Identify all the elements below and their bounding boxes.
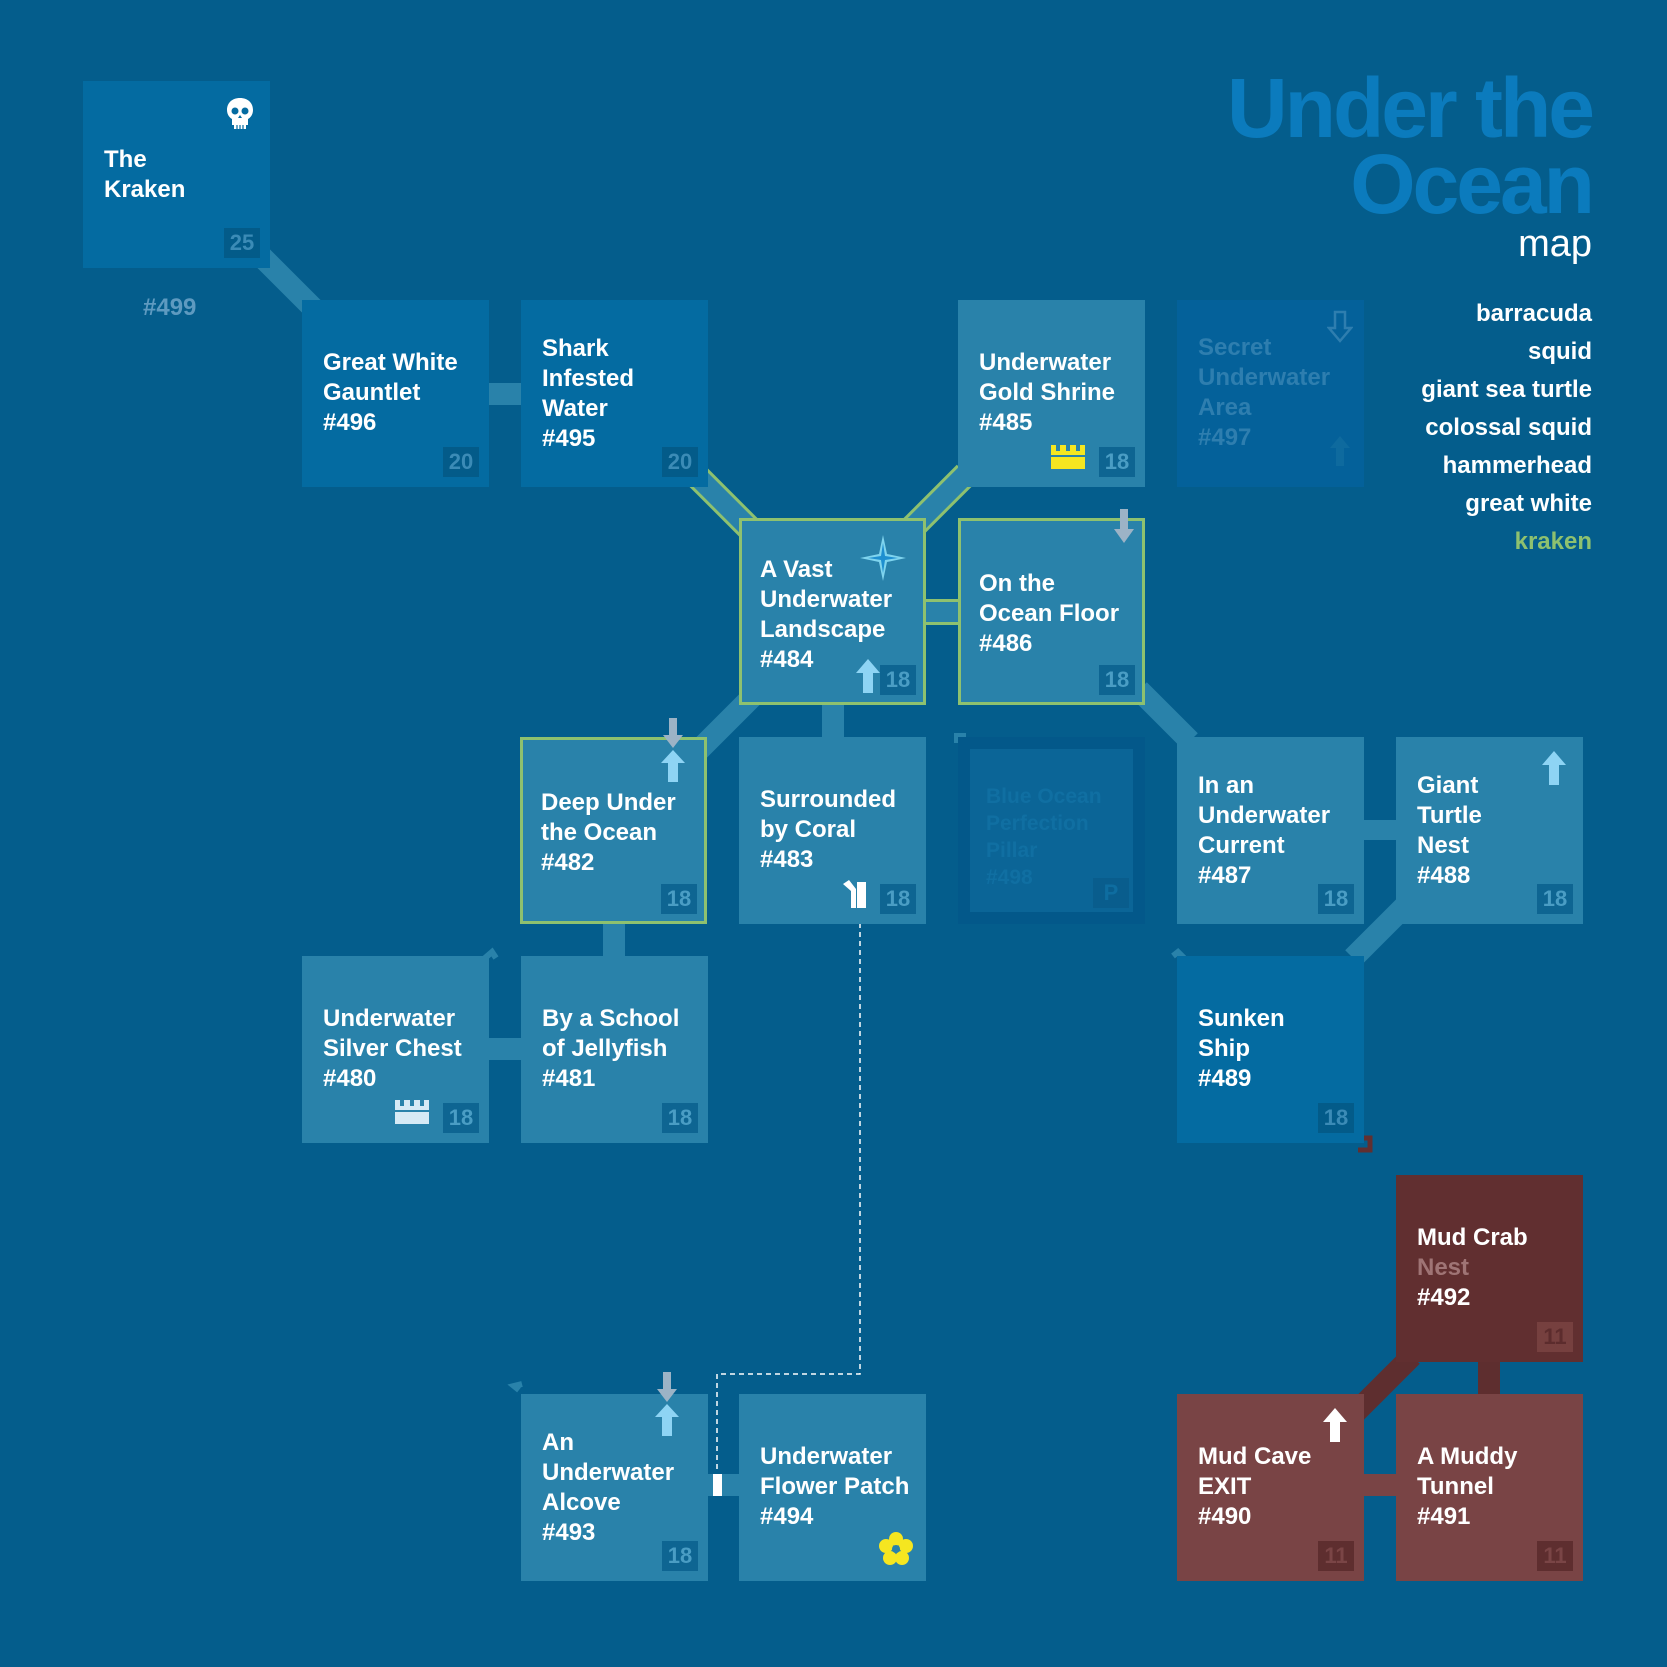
arrow-up-icon [1330,436,1350,466]
room-name: A Vast Underwater Landscape #484 [760,556,893,673]
arrow-down-icon [657,1372,677,1402]
room-name: Underwater Silver Chest #480 [323,1005,462,1092]
room-level: 18 [880,665,916,695]
silver-chest-icon [395,1100,429,1124]
legend-item-giant-sea-turtle: giant sea turtle [1421,376,1592,403]
room-name: On the Ocean Floor #486 [979,570,1120,657]
room-name: Sunken Ship #489 [1198,1005,1285,1092]
room-name: Deep Under the Ocean #482 [541,789,676,876]
arrow-up-icon [655,1404,679,1436]
legend: barracuda squid giant sea turtle colossa… [1421,295,1592,561]
room-480[interactable]: Underwater Silver Chest #480 18 [302,956,489,1143]
arrow-up-icon [1542,751,1566,785]
room-level: 20 [662,447,698,477]
room-name: The Kraken [104,146,186,203]
room-name: Underwater Gold Shrine #485 [979,349,1116,436]
room-483[interactable]: Surrounded by Coral #483 18 [739,737,926,924]
room-level: 25 [224,228,260,258]
room-level: 18 [662,1103,698,1133]
room-499[interactable]: The Kraken 25 [83,81,270,268]
room-name: An Underwater Alcove #493 [542,1429,675,1546]
legend-item-barracuda: barracuda [1475,300,1592,327]
room-489[interactable]: Sunken Ship #489 18 [1177,956,1364,1143]
link-492-490 [1348,1348,1420,1420]
corner-exit-498 [954,733,966,743]
arrow-up-icon [856,659,880,693]
room-level: 18 [1318,1103,1354,1133]
corner-exit-489-bottom [1358,1135,1373,1153]
room-name: In an Underwater Current #487 [1198,772,1331,889]
floor-number-499: #499 [143,294,197,321]
room-491[interactable]: A Muddy Tunnel #491 11 [1396,1394,1583,1581]
room-level: 18 [1537,884,1573,914]
arrow-down-icon [663,718,683,748]
legend-item-squid: squid [1528,338,1592,365]
room-name: Mud Crab Nest #492 [1417,1224,1528,1311]
secret-door-icon [843,880,866,908]
arrow-up-icon [1323,1408,1347,1442]
legend-item-kraken: kraken [1514,528,1592,555]
legend-item-great-white: great white [1465,490,1592,517]
room-name: Surrounded by Coral #483 [760,786,896,873]
room-level: 11 [1537,1322,1573,1352]
arrow-up-icon [661,750,685,782]
corner-exit-493 [507,1381,523,1393]
secret-door-494 [713,1474,722,1496]
room-487[interactable]: In an Underwater Current #487 18 [1177,737,1364,924]
link-486-487 [1131,682,1198,749]
room-level: 18 [443,1103,479,1133]
room-498[interactable]: Blue Ocean Perfection Pillar #498 P [958,737,1145,924]
room-level: 11 [1537,1541,1573,1571]
room-level: 18 [1099,447,1135,477]
legend-item-colossal-squid: colossal squid [1425,414,1592,441]
room-level: P [1093,878,1129,908]
room-name: Shark Infested Water #495 [542,335,635,452]
room-name: By a School of Jellyfish #481 [542,1005,680,1092]
room-482[interactable]: Deep Under the Ocean #482 18 [520,718,707,924]
room-497[interactable]: Secret Underwater Area #497 [1177,300,1364,487]
room-level: 18 [661,884,697,914]
room-name: Mud Cave EXIT #490 [1198,1443,1312,1530]
room-488[interactable]: Giant Turtle Nest #488 18 [1396,737,1583,924]
compass-star-icon [860,535,906,581]
room-486[interactable]: On the Ocean Floor #486 18 [958,509,1145,705]
room-493[interactable]: An Underwater Alcove #493 18 [521,1372,708,1581]
room-494[interactable]: Underwater Flower Patch #494 [739,1394,926,1581]
room-name: Underwater Flower Patch #494 [760,1443,910,1530]
room-name: A Muddy Tunnel #491 [1417,1443,1518,1530]
room-490[interactable]: Mud Cave EXIT #490 11 [1177,1394,1364,1581]
room-level: 18 [1318,884,1354,914]
room-484[interactable]: A Vast Underwater Landscape #484 18 [739,518,926,705]
room-492[interactable]: Mud Crab Nest #492 11 [1396,1175,1583,1362]
room-name: Giant Turtle Nest #488 [1417,772,1482,889]
gold-chest-icon [1051,445,1085,469]
flower-icon [879,1532,913,1565]
room-level: 20 [443,447,479,477]
room-481[interactable]: By a School of Jellyfish #481 18 [521,956,708,1143]
room-495[interactable]: Shark Infested Water #495 20 [521,300,708,487]
room-level: 18 [1099,665,1135,695]
room-level: 18 [880,884,916,914]
secret-path-483-494 [716,905,861,1470]
title-line-2: Ocean [1350,137,1595,231]
legend-item-hammerhead: hammerhead [1442,452,1592,479]
room-name: Blue Ocean Perfection Pillar #498 [986,785,1102,889]
room-level: 11 [1318,1541,1354,1571]
room-level: 18 [662,1541,698,1571]
title-line-1: Under the [1226,61,1595,155]
skull-icon [227,98,253,129]
room-name: Great White Gauntlet #496 [323,349,458,436]
room-496[interactable]: Great White Gauntlet #496 20 [302,300,489,487]
arrow-down-outline-icon [1327,310,1353,343]
room-485[interactable]: Underwater Gold Shrine #485 18 [958,300,1145,487]
map-title: Under the Ocean map [1226,61,1595,266]
arrow-down-icon [1114,509,1134,543]
room-name: Secret Underwater Area #497 [1198,334,1331,451]
title-subtitle: map [1518,223,1592,265]
